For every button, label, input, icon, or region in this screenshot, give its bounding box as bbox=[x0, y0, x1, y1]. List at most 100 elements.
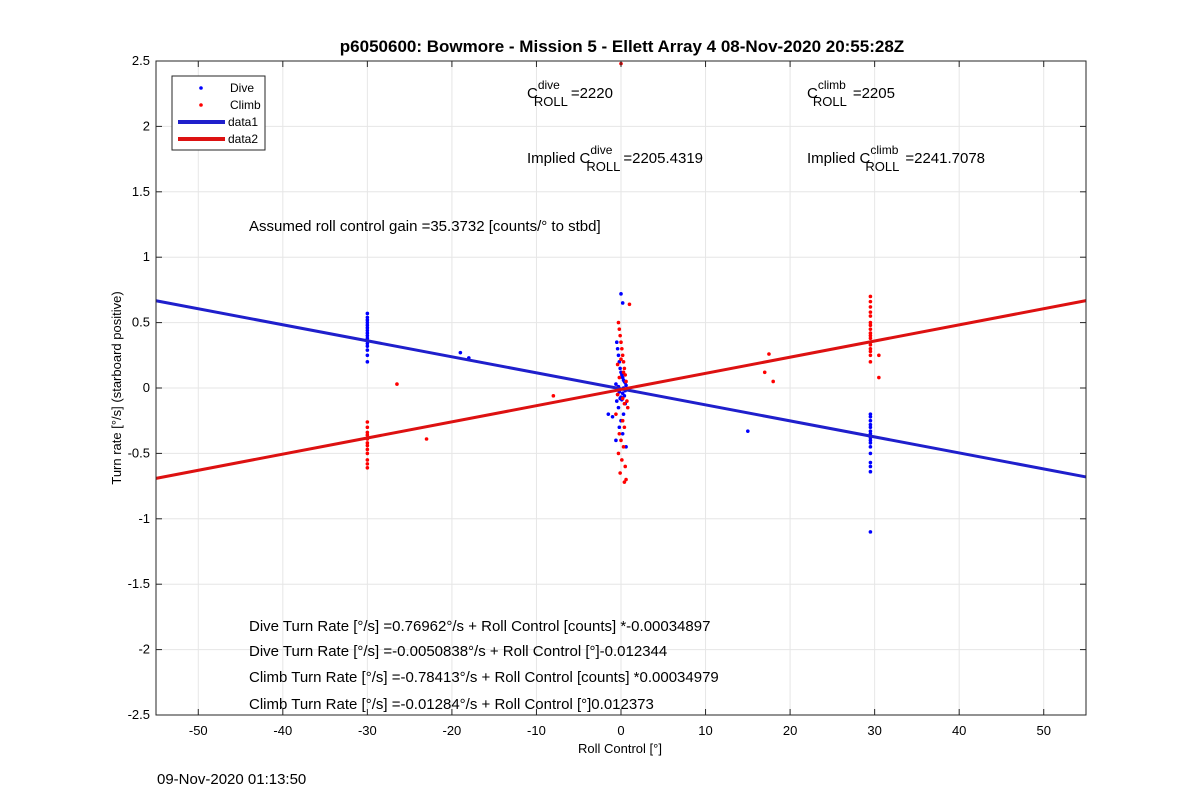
climb-point bbox=[623, 373, 628, 377]
climb-point bbox=[620, 346, 624, 351]
dive-point bbox=[746, 429, 750, 433]
dive-point bbox=[365, 320, 370, 325]
climb-point bbox=[614, 412, 618, 416]
climb-point bbox=[624, 477, 628, 482]
climb-point bbox=[617, 327, 622, 331]
legend-dive-marker bbox=[199, 86, 203, 90]
dive-point bbox=[614, 438, 618, 443]
y-tick-label: -0.5 bbox=[128, 445, 150, 460]
dive-point bbox=[622, 394, 627, 398]
legend-data1-label: data1 bbox=[228, 115, 258, 129]
legend: Dive Climb data1 data2 bbox=[171, 75, 266, 151]
climb-point bbox=[424, 437, 429, 441]
climb-point bbox=[620, 353, 625, 358]
dive-point bbox=[868, 441, 873, 445]
x-tick-label: 50 bbox=[1036, 723, 1050, 738]
climb-point bbox=[868, 333, 873, 338]
climb-point bbox=[365, 443, 370, 448]
dive-point bbox=[868, 429, 873, 433]
climb-point bbox=[771, 379, 775, 384]
climb-point bbox=[617, 431, 622, 436]
dive-point bbox=[868, 422, 873, 427]
dive-point bbox=[620, 391, 625, 396]
climb-point bbox=[624, 379, 628, 384]
dive-point bbox=[616, 353, 621, 358]
climb-point bbox=[868, 305, 873, 309]
climb-point bbox=[622, 425, 627, 430]
climb-point bbox=[619, 357, 623, 362]
y-tick-label: 2.5 bbox=[132, 53, 150, 68]
climb-counts-equation: Climb Turn Rate [°/s] =-0.78413°/s + Rol… bbox=[249, 669, 719, 686]
climb-point bbox=[616, 320, 621, 325]
dive-point bbox=[619, 292, 623, 296]
y-tick-label: -2.5 bbox=[128, 707, 150, 722]
legend-data2-label: data2 bbox=[228, 132, 258, 146]
climb-point bbox=[395, 382, 399, 386]
dive-point bbox=[620, 301, 625, 305]
y-tick-label: -1.5 bbox=[128, 576, 150, 591]
dive-point bbox=[614, 340, 619, 345]
climb-point bbox=[625, 405, 630, 410]
climb-point bbox=[868, 310, 873, 314]
climb-point bbox=[621, 360, 626, 364]
dive-counts-equation: Dive Turn Rate [°/s] =0.76962°/s + Roll … bbox=[249, 618, 710, 635]
dive-point bbox=[458, 350, 463, 355]
climb-point bbox=[365, 451, 370, 456]
climb-point bbox=[868, 320, 873, 325]
climb-point bbox=[868, 294, 873, 299]
dive-point bbox=[365, 360, 370, 364]
dive-point bbox=[365, 311, 370, 316]
x-tick-label: 30 bbox=[867, 723, 881, 738]
climb-point bbox=[868, 299, 873, 304]
climb-point bbox=[627, 302, 632, 307]
c-roll-dive-annotation: Cdive ROLL =2220 bbox=[527, 78, 613, 109]
climb-point bbox=[620, 458, 624, 462]
dive-point bbox=[365, 318, 370, 322]
footer-timestamp: 09-Nov-2020 01:13:50 bbox=[157, 771, 307, 788]
y-tick-label: 2 bbox=[143, 118, 150, 133]
x-tick-label: 0 bbox=[617, 723, 624, 738]
dive-point bbox=[868, 445, 873, 449]
climb-point bbox=[617, 375, 622, 380]
climb-series bbox=[365, 61, 881, 484]
implied-c-roll-climb-annotation: Implied Cclimb ROLL =2241.7078 bbox=[807, 143, 985, 174]
climb-point bbox=[621, 370, 626, 375]
dive-point bbox=[365, 344, 370, 348]
dive-point bbox=[610, 414, 615, 419]
dive-point bbox=[868, 451, 873, 456]
climb-point bbox=[868, 314, 873, 318]
dive-point bbox=[365, 328, 370, 333]
dive-point bbox=[868, 425, 873, 430]
dive-point bbox=[606, 412, 611, 416]
y-tick-label: 0 bbox=[143, 380, 150, 395]
data2-fit-line bbox=[155, 299, 1087, 480]
climb-point bbox=[868, 331, 873, 335]
x-tick-label: -40 bbox=[273, 723, 292, 738]
climb-point bbox=[868, 353, 873, 358]
climb-point bbox=[618, 471, 622, 475]
x-tick-label: -20 bbox=[443, 723, 462, 738]
climb-point bbox=[618, 333, 622, 338]
implied-c-roll-dive-annotation: Implied Cdive ROLL =2205.4319 bbox=[527, 143, 703, 174]
dive-point bbox=[868, 464, 873, 469]
climb-point bbox=[877, 353, 881, 358]
climb-point bbox=[622, 401, 627, 406]
climb-point bbox=[868, 323, 873, 328]
y-axis-label: Turn rate [°/s] (starboard positive) bbox=[109, 291, 124, 484]
climb-point bbox=[877, 375, 881, 380]
dive-point bbox=[618, 366, 622, 371]
x-tick-label: -10 bbox=[527, 723, 546, 738]
dive-degrees-equation: Dive Turn Rate [°/s] =-0.0050838°/s + Ro… bbox=[249, 643, 667, 660]
climb-point bbox=[868, 327, 873, 331]
x-tick-label: 10 bbox=[698, 723, 712, 738]
dive-point bbox=[868, 530, 873, 534]
y-tick-label: -1 bbox=[138, 511, 150, 526]
climb-point bbox=[623, 464, 628, 469]
climb-point bbox=[615, 392, 620, 397]
climb-point bbox=[622, 480, 627, 484]
climb-point bbox=[868, 360, 873, 364]
legend-climb-label: Climb bbox=[230, 98, 261, 112]
dive-point bbox=[868, 469, 873, 474]
dive-point bbox=[868, 460, 873, 465]
